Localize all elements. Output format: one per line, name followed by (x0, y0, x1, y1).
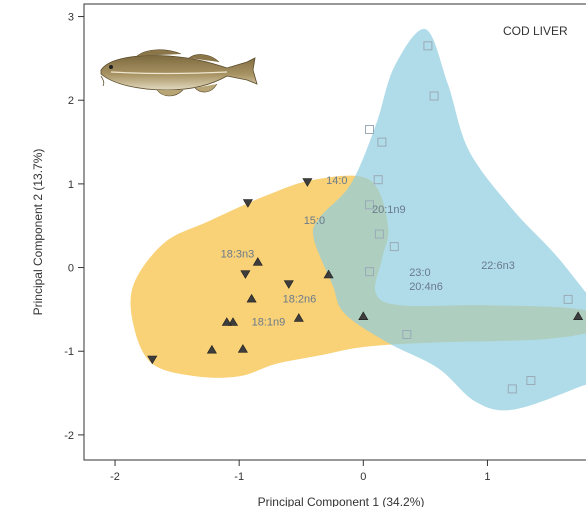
x-axis-label: Principal Component 1 (34.2%) (258, 495, 425, 507)
x-tick-label: 1 (484, 471, 490, 483)
triangle-up-point (323, 269, 334, 279)
x-tick-label: -2 (110, 471, 120, 483)
fatty-acid-label: 20:1n9 (372, 204, 406, 216)
chart-title: COD LIVER (503, 24, 568, 38)
triangle-down-point (147, 355, 158, 365)
square-point (365, 200, 374, 210)
triangle-up-point (206, 344, 217, 354)
x-tick-label: 0 (360, 471, 366, 483)
square-point (374, 229, 384, 239)
blue-cluster-region (312, 29, 586, 411)
triangle-up-point (252, 257, 263, 266)
square-point (402, 330, 412, 339)
fatty-acid-label: 20:4n6 (409, 281, 443, 293)
square-point (365, 125, 374, 134)
square-point (507, 384, 517, 394)
fatty-acid-label: 18:3n3 (221, 249, 255, 261)
square-point (377, 137, 387, 147)
triangle-up-point (237, 344, 248, 353)
triangle-down-point (283, 280, 294, 289)
square-point (563, 294, 573, 304)
cod-fish-icon (100, 49, 258, 97)
triangle-up-point (358, 311, 369, 321)
points-layer (147, 41, 584, 394)
triangle-down-point (242, 199, 253, 208)
regions-layer (130, 29, 586, 411)
y-tick-label: -1 (64, 346, 74, 358)
x-tick-label: -1 (234, 471, 244, 483)
square-point (373, 175, 383, 185)
y-tick-label: 2 (68, 95, 74, 107)
y-axis-label: Principal Component 2 (13.7%) (31, 149, 45, 316)
triangle-up-point (293, 313, 304, 322)
plot-frame (83, 3, 586, 461)
annotations-layer: 14:0 15:0 20:1n9 18:3n3 22:6n3 23:0 20:4n6 18:2… (221, 175, 515, 328)
fatty-acid-label: 15:0 (304, 215, 325, 227)
square-point (365, 267, 374, 277)
triangle-up-point (246, 293, 257, 303)
fatty-acid-label: 14:0 (326, 175, 347, 187)
y-tick-label: -2 (64, 430, 74, 442)
triangle-up-point (221, 317, 232, 326)
square-point (423, 41, 433, 51)
y-tick-label: 0 (68, 263, 74, 275)
square-point (389, 242, 399, 252)
square-point (526, 376, 536, 385)
square-point (429, 91, 439, 101)
triangle-down-point (302, 178, 313, 187)
triangle-down-point (240, 270, 251, 279)
triangle-up-point (573, 311, 584, 321)
y-tick-label: 1 (68, 179, 74, 191)
y-tick-label: 3 (68, 12, 74, 24)
fatty-acid-label: 18:2n6 (283, 294, 317, 306)
fatty-acid-label: 18:1n9 (252, 316, 286, 328)
fatty-acid-label: 22:6n3 (481, 260, 515, 272)
fatty-acid-label: 23:0 (409, 267, 430, 279)
triangle-up-point (227, 317, 239, 326)
